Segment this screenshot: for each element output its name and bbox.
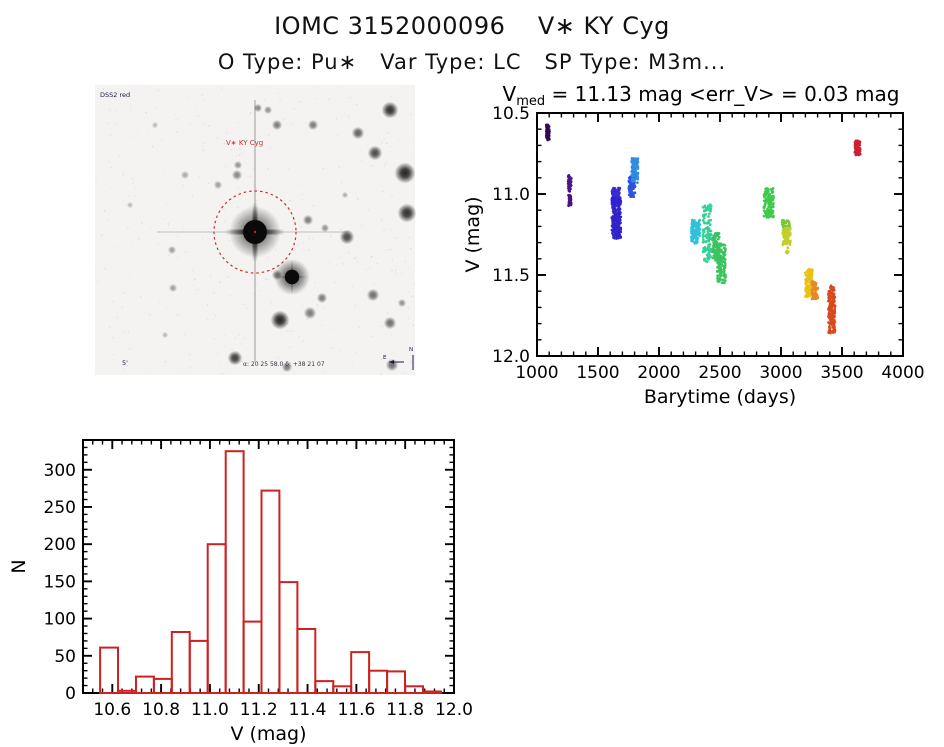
- svg-text:200: 200: [44, 535, 76, 555]
- svg-text:11.0: 11.0: [191, 700, 229, 720]
- compass-east-label: E: [383, 355, 387, 361]
- svg-text:100: 100: [44, 610, 76, 630]
- svg-text:11.8: 11.8: [386, 700, 424, 720]
- svg-text:4000: 4000: [881, 363, 924, 383]
- svg-text:0: 0: [65, 684, 76, 704]
- svg-text:V (mag): V (mag): [230, 723, 306, 745]
- target-star-label: V∗ KY Cyg: [226, 139, 263, 147]
- svg-text:V (mag): V (mag): [462, 196, 484, 272]
- histogram-canvas: 10.6 10.8 11.0 11.2 11.4 11.6 11.8 12.0 0 50 100 15…: [8, 439, 473, 745]
- svg-text:Barytime (days): Barytime (days): [644, 386, 796, 408]
- svg-text:1500: 1500: [576, 363, 619, 383]
- compass-icon: N E: [383, 347, 414, 370]
- svg-text:10.8: 10.8: [142, 700, 180, 720]
- coordinates-label: α: 20 25 58.0 δ: +38 21 07: [243, 361, 325, 368]
- page-title: IOMC 3152000096 V∗ KY Cyg: [274, 12, 670, 40]
- page-subtitle: O Type: Pu∗ Var Type: LC SP Type: M3m...: [217, 50, 727, 74]
- svg-text:150: 150: [44, 572, 76, 592]
- svg-text:N: N: [8, 559, 30, 573]
- svg-text:10.5: 10.5: [492, 104, 530, 124]
- svg-text:11.5: 11.5: [492, 266, 530, 286]
- svg-text:50: 50: [54, 647, 76, 667]
- svg-text:2500: 2500: [698, 363, 741, 383]
- svg-text:2000: 2000: [637, 363, 680, 383]
- lightcurve-plot: 1000 1500 2000 2500 3000 3500 4000 10.5 11.0 11.5…: [462, 82, 925, 408]
- svg-text:12.0: 12.0: [492, 347, 530, 367]
- starfield-graphics: [95, 85, 417, 376]
- svg-text:250: 250: [44, 498, 76, 518]
- compass-north-label: N: [409, 347, 413, 353]
- lightcurve-canvas: 1000 1500 2000 2500 3000 3500 4000 10.5 11.0 11.5…: [462, 82, 925, 408]
- svg-text:3000: 3000: [759, 363, 802, 383]
- magnitude-histogram: 10.6 10.8 11.0 11.2 11.4 11.6 11.8 12.0 0 50 100 15…: [8, 439, 473, 745]
- finding-chart-image: DSS2 red V∗ KY Cyg α: 20 25 58.0 δ: +38 …: [95, 85, 417, 376]
- svg-text:11.0: 11.0: [492, 185, 530, 205]
- svg-text:3500: 3500: [820, 363, 863, 383]
- svg-text:1000: 1000: [515, 363, 558, 383]
- svg-text:10.6: 10.6: [93, 700, 131, 720]
- svg-text:300: 300: [44, 461, 76, 481]
- scale-label: 5': [122, 359, 128, 367]
- svg-text:11.2: 11.2: [240, 700, 278, 720]
- svg-text:Vmed = 11.13 mag <err_V> = 0.0: Vmed = 11.13 mag <err_V> = 0.03 mag: [503, 82, 900, 109]
- svg-text:11.4: 11.4: [289, 700, 327, 720]
- survey-label: DSS2 red: [100, 91, 130, 99]
- svg-text:11.6: 11.6: [337, 700, 375, 720]
- svg-text:12.0: 12.0: [435, 700, 473, 720]
